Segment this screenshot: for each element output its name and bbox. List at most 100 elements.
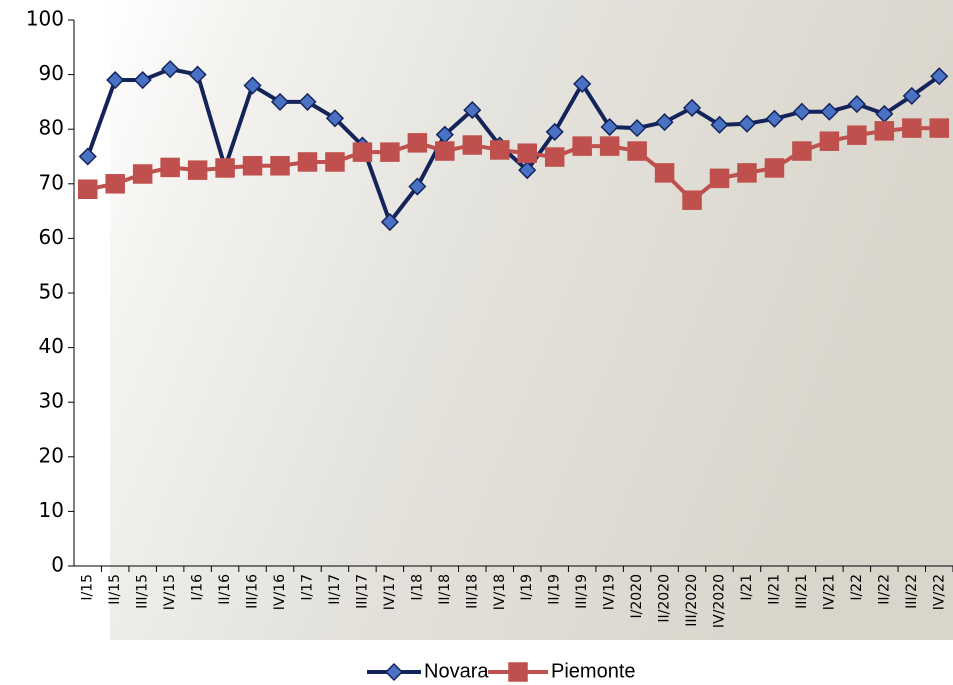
y-tick-label: 50 (39, 280, 64, 304)
legend-marker (384, 662, 404, 682)
x-tick-label: III/21 (794, 574, 810, 609)
x-tick-label: II/16 (217, 574, 233, 605)
y-tick-label: 80 (39, 116, 64, 140)
legend-label: Piemonte (551, 660, 636, 682)
x-tick-label: III/22 (904, 574, 920, 609)
data-point (544, 147, 565, 167)
x-tick-label: I/21 (739, 574, 755, 601)
data-point (628, 119, 647, 138)
x-tick-label: IV/2020 (712, 574, 728, 628)
data-point (78, 147, 97, 166)
x-tick-label: II/21 (766, 574, 782, 605)
x-tick-label: II/18 (437, 574, 453, 605)
x-tick-label: III/18 (464, 574, 480, 609)
y-tick-label: 10 (39, 498, 64, 522)
data-point (929, 118, 950, 138)
x-tick-label: I/22 (849, 574, 865, 601)
y-tick-label: 70 (39, 170, 64, 194)
y-tick-label: 0 (51, 553, 64, 577)
data-point (380, 142, 400, 162)
data-point (902, 118, 922, 138)
data-point (106, 70, 125, 90)
data-point (105, 174, 125, 194)
data-point (599, 136, 620, 156)
data-point (133, 70, 152, 90)
data-point (819, 131, 840, 151)
data-point (902, 86, 921, 105)
data-point (518, 161, 537, 180)
x-tick-label: III/15 (135, 574, 151, 609)
x-tick-label: II/22 (876, 574, 892, 605)
x-tick-label: IV/18 (492, 574, 508, 610)
data-point (930, 67, 949, 86)
x-tick-label: III/2020 (684, 574, 700, 627)
data-point (655, 113, 674, 132)
data-point (710, 115, 729, 134)
x-tick-label: IV/21 (821, 574, 837, 610)
x-tick-label: III/19 (574, 574, 590, 609)
data-point (517, 143, 537, 163)
y-tick-label: 100 (26, 7, 64, 31)
data-point (654, 163, 675, 183)
data-point (325, 152, 345, 172)
data-point (298, 92, 317, 111)
data-point (573, 74, 592, 93)
data-point (242, 156, 263, 176)
data-point (215, 158, 235, 178)
x-tick-label: IV/15 (162, 574, 178, 610)
x-tick-label: III/16 (245, 574, 261, 609)
data-point (820, 102, 839, 121)
data-point (792, 102, 811, 121)
data-point (737, 163, 757, 183)
x-tick-label: I/15 (80, 574, 96, 601)
x-tick-label: II/15 (107, 574, 123, 605)
data-point (77, 179, 98, 200)
data-point (847, 125, 867, 145)
data-point (572, 136, 592, 156)
data-point (490, 140, 510, 160)
data-point (160, 157, 180, 178)
data-point (874, 121, 895, 141)
data-point (765, 109, 784, 128)
data-point (627, 141, 647, 161)
data-point (243, 76, 262, 95)
x-tick-label: I/2020 (629, 574, 645, 618)
data-point (764, 158, 785, 178)
y-tick-label: 30 (39, 389, 64, 413)
y-tick-label: 40 (39, 334, 64, 358)
data-point (408, 177, 427, 196)
x-tick-label: II/17 (327, 574, 343, 605)
x-tick-label: I/19 (519, 574, 535, 601)
data-point (462, 135, 483, 155)
data-point (435, 141, 455, 161)
x-tick-label: IV/17 (382, 574, 398, 610)
y-tick-label: 20 (39, 443, 64, 467)
data-point (325, 109, 345, 128)
data-point (188, 65, 207, 84)
data-point (161, 60, 180, 79)
x-tick-label: IV/19 (602, 574, 618, 610)
data-point (132, 164, 153, 184)
x-tick-label: I/16 (190, 574, 206, 601)
x-tick-label: II/19 (547, 574, 563, 605)
data-point (270, 92, 290, 111)
data-point (737, 114, 757, 133)
data-point (463, 101, 482, 120)
data-point (407, 133, 428, 153)
data-point (380, 212, 399, 232)
y-tick-label: 60 (39, 225, 64, 249)
x-tick-label: IV/22 (931, 574, 947, 610)
data-point (682, 190, 702, 210)
x-tick-label: II/2020 (657, 574, 673, 623)
data-point (792, 141, 812, 161)
data-point (352, 142, 373, 162)
data-point (270, 156, 290, 176)
x-tick-label: I/18 (409, 574, 425, 601)
x-tick-label: IV/16 (272, 574, 288, 610)
photo-backdrop (110, 0, 953, 640)
x-tick-label: I/17 (299, 574, 315, 601)
data-point (600, 117, 619, 137)
x-tick-label: III/17 (354, 574, 370, 609)
data-point (709, 168, 730, 189)
